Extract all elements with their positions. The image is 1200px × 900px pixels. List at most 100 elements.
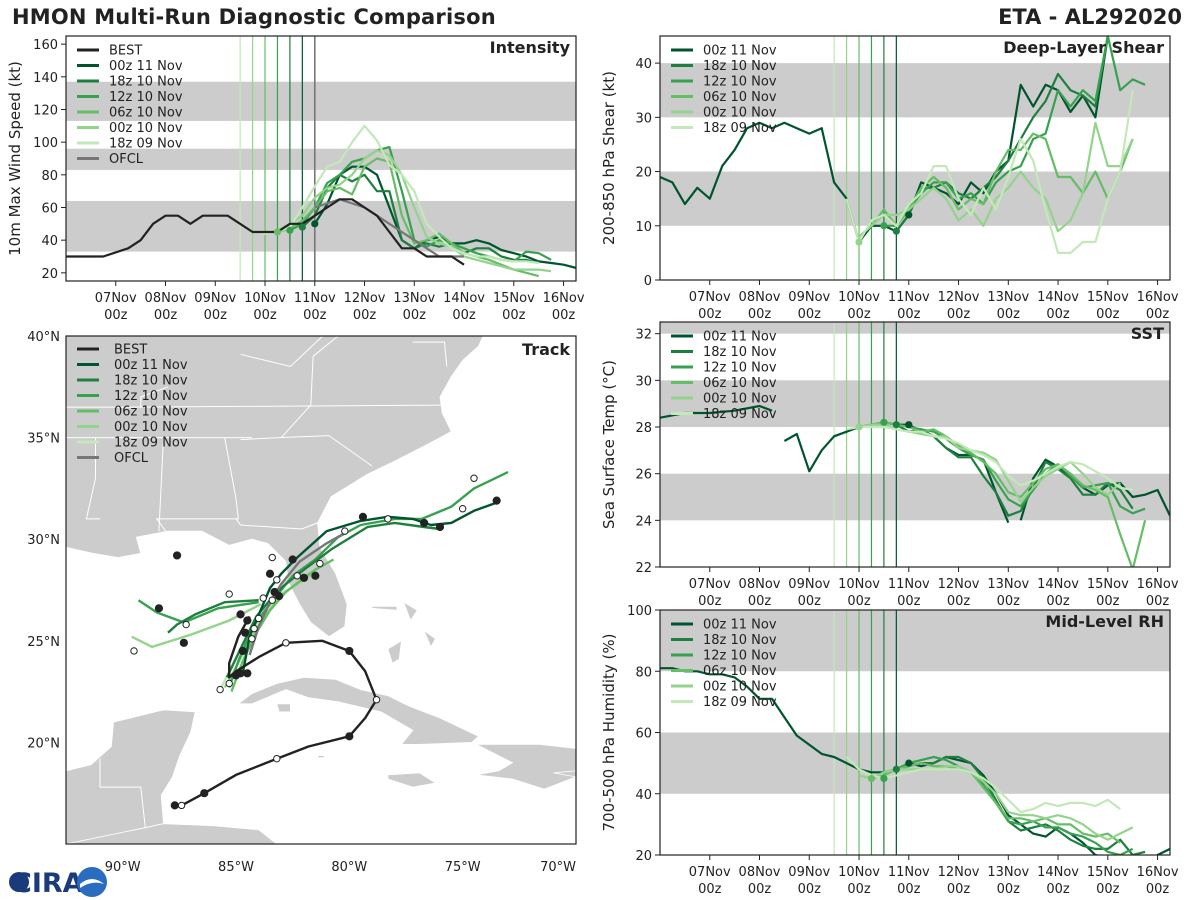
sst-xtick-label-5: 12Nov — [938, 577, 980, 592]
rh-xtick-label-6: 13Nov — [987, 865, 1029, 880]
track-position-open-1 — [273, 754, 281, 763]
intensity-plot-area — [66, 36, 576, 281]
intensity-init-marker-1 — [298, 223, 306, 231]
sst-init-marker-1 — [892, 421, 900, 429]
us-mainland — [66, 336, 484, 638]
track-position-filled-16 — [358, 512, 368, 521]
track-lat-label-20-n: 20°N — [27, 736, 60, 751]
rh-legend-label-00z-11-nov: 00z 11 Nov — [703, 618, 777, 633]
shear-xtick-sublabel-6: 00z — [997, 307, 1021, 322]
intensity-band-1 — [66, 148, 576, 170]
intensity-legend-label-best: BEST — [109, 44, 142, 59]
state-border-5 — [158, 437, 164, 532]
sst-xtick-label-6: 13Nov — [987, 577, 1029, 592]
shear-legend-label-18z-09-nov: 18z 09 Nov — [703, 121, 777, 136]
intensity-ytick-label-140: 140 — [33, 71, 58, 86]
hispaniola — [476, 744, 576, 790]
rh-ytick-label-80: 80 — [635, 665, 652, 680]
sst-plot-area — [660, 322, 1170, 567]
track-position-filled-22 — [179, 638, 188, 647]
track-lon-label-70-w: 70°W — [540, 860, 576, 875]
shear-xtick-sublabel-2: 00z — [798, 307, 822, 322]
sst-legend-label-18z-09-nov: 18z 09 Nov — [703, 407, 777, 422]
shear-xtick-label-7: 14Nov — [1037, 290, 1079, 305]
intensity-series-best — [66, 198, 465, 266]
intensity-xtick-label-3: 10Nov — [244, 291, 286, 306]
rh-xtick-label-7: 14Nov — [1037, 865, 1079, 880]
rh-ytick-label-60: 60 — [635, 727, 652, 742]
track-position-filled-21 — [154, 604, 164, 613]
track-series-best — [174, 615, 378, 807]
sst-series-18z-09-nov — [846, 425, 1133, 492]
track-position-open-7 — [250, 624, 258, 633]
rh-series-00z-10-nov — [858, 765, 1134, 841]
state-border-9 — [140, 386, 169, 408]
track-position-open-18 — [225, 590, 233, 598]
state-border-14 — [99, 758, 146, 828]
sst-band-1 — [660, 380, 1170, 427]
intensity-xtick-label-2: 09Nov — [194, 291, 236, 306]
intensity-band-0 — [66, 200, 576, 252]
rh-xtick-label-0: 07Nov — [689, 865, 731, 880]
shear-xtick-sublabel-0: 00z — [698, 307, 722, 322]
intensity-legend-label-00z-11-nov: 00z 11 Nov — [109, 59, 183, 74]
state-border-10 — [412, 341, 448, 367]
logo-globe-icon — [9, 872, 29, 892]
rh-init-marker-1 — [892, 765, 900, 773]
intensity-legend-label-06z-10-nov: 06z 10 Nov — [109, 106, 183, 121]
rh-xtick-sublabel-6: 00z — [997, 882, 1021, 897]
track-position-filled-6 — [243, 669, 252, 678]
shear-ytick-label-0: 0 — [644, 274, 652, 289]
rh-legend-label-00z-10-nov: 00z 10 Nov — [703, 680, 777, 695]
state-border-8 — [240, 336, 324, 368]
intensity-title: Intensity — [490, 38, 571, 57]
shear-legend-label-00z-11-nov: 00z 11 Nov — [703, 44, 777, 59]
track-position-open-8 — [254, 614, 263, 623]
central-america — [66, 823, 278, 844]
shear-xtick-label-8: 15Nov — [1087, 290, 1129, 305]
track-position-filled-1 — [200, 789, 209, 798]
rh-legend-label-18z-09-nov: 18z 09 Nov — [703, 695, 777, 710]
intensity-ytick-label-120: 120 — [33, 104, 58, 119]
track-position-open-10 — [273, 576, 281, 584]
rh-xtick-sublabel-0: 00z — [698, 882, 722, 897]
track-position-open-2 — [372, 696, 381, 704]
shear-legend-label-06z-10-nov: 06z 10 Nov — [703, 90, 777, 105]
cayman — [317, 755, 325, 758]
shear-xtick-sublabel-7: 00z — [1046, 307, 1070, 322]
sst-series-18z-10-nov — [895, 423, 1134, 517]
track-legend-label-00z-10-nov: 00z 10 Nov — [114, 420, 188, 435]
jamaica — [387, 772, 437, 788]
track-position-open-6 — [248, 635, 256, 643]
track-position-filled-0 — [170, 801, 179, 810]
intensity-xtick-sublabel-1: 00z — [154, 308, 178, 323]
sst-legend-label-18z-10-nov: 18z 10 Nov — [703, 345, 777, 360]
sst-ytick-label-24: 24 — [635, 514, 652, 529]
rh-xtick-sublabel-2: 00z — [798, 882, 822, 897]
intensity-xtick-label-4: 11Nov — [294, 291, 336, 306]
intensity-series-18z-10-nov — [301, 173, 539, 265]
shear-xtick-label-1: 08Nov — [739, 290, 781, 305]
track-position-filled-14 — [299, 573, 309, 582]
track-position-open-19 — [182, 620, 190, 629]
intensity-series-06z-10-nov — [277, 157, 539, 278]
shear-xtick-label-5: 12Nov — [938, 290, 980, 305]
shear-xtick-label-4: 11Nov — [888, 290, 930, 305]
sst-ytick-label-28: 28 — [635, 421, 652, 436]
sst-init-marker-3 — [855, 423, 863, 431]
intensity-xtick-sublabel-0: 00z — [104, 308, 128, 323]
sst-xtick-label-8: 15Nov — [1087, 577, 1129, 592]
track-panel: 90°W 85°W 80°W 75°W 70°W 20°N 25°N 30°N 35°N 40°N… — [27, 330, 577, 875]
shear-frame — [659, 35, 1171, 281]
state-border-4 — [224, 437, 318, 530]
rh-legend-label-06z-10-nov: 06z 10 Nov — [703, 664, 777, 679]
intensity-band-2 — [66, 81, 576, 121]
shear-ytick-label-20: 20 — [635, 166, 652, 181]
rh-ylabel: 700-500 hPa Humidity (%) — [600, 633, 618, 831]
intensity-init-marker-3 — [273, 228, 282, 236]
state-border-7 — [280, 336, 339, 438]
shear-band-1 — [660, 63, 1170, 118]
